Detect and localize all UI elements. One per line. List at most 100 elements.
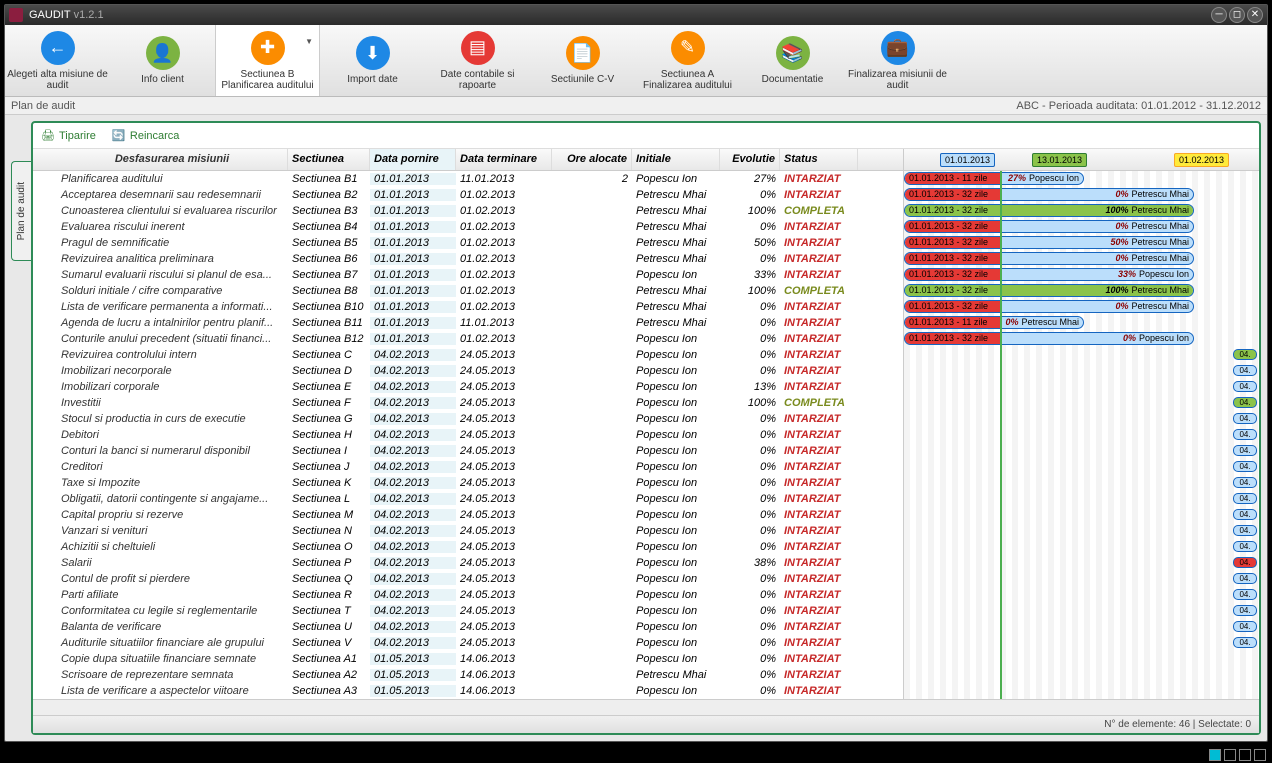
table-row[interactable]: InvestitiiSectiunea F04.02.201324.05.201… <box>33 395 903 411</box>
table-row[interactable]: Stocul si productia in curs de executieS… <box>33 411 903 427</box>
table-row[interactable]: Cunoasterea clientului si evaluarea risc… <box>33 203 903 219</box>
col-ore[interactable]: Ore alocate <box>552 149 632 170</box>
gantt-mini-bar[interactable]: 04. <box>1233 573 1257 584</box>
table-row[interactable]: Contul de profit si pierdereSectiunea Q0… <box>33 571 903 587</box>
gantt-bar[interactable]: 01.01.2013 - 32 zile100%Petrescu Mhai <box>904 204 1194 217</box>
toolbar-date-contabile[interactable]: ▤Date contabile si rapoarte <box>425 25 530 96</box>
reload-button[interactable]: 🔄 Reincarca <box>112 129 180 143</box>
col-evo[interactable]: Evolutie <box>720 149 780 170</box>
close-button[interactable]: ✕ <box>1247 7 1263 23</box>
toolbar-documentatie[interactable]: 📚Documentatie <box>740 25 845 96</box>
col-d2[interactable]: Data terminare <box>456 149 552 170</box>
row-name: Stocul si productia in curs de executie <box>33 413 288 425</box>
maximize-button[interactable]: ◻ <box>1229 7 1245 23</box>
table-row[interactable]: Copie dupa situatiile financiare semnate… <box>33 651 903 667</box>
table-row[interactable]: Capital propriu si rezerveSectiunea M04.… <box>33 507 903 523</box>
toolbar-info-client[interactable]: 👤Info client <box>110 25 215 96</box>
gantt-body[interactable]: 01.01.2013 - 11 zile27%Popescu Ion 01.01.… <box>904 171 1259 699</box>
gantt-bar[interactable]: 01.01.2013 - 32 zile0%Popescu Ion <box>904 332 1194 345</box>
gantt-row: 04. <box>904 507 1259 523</box>
gantt-mini-bar[interactable]: 04. <box>1233 525 1257 536</box>
row-name: Lista de verificare a aspectelor viitoar… <box>33 685 288 697</box>
minimize-button[interactable]: ─ <box>1211 7 1227 23</box>
row-section: Sectiunea V <box>288 637 370 649</box>
table-row[interactable]: Conturile anului precedent (situatii fin… <box>33 331 903 347</box>
table-row[interactable]: Sumarul evaluarii riscului si planul de … <box>33 267 903 283</box>
toolbar-sectiunile-cv[interactable]: 📄Sectiunile C-V <box>530 25 635 96</box>
table-row[interactable]: Auditurile situatiilor financiare ale gr… <box>33 635 903 651</box>
table-row[interactable]: Revizuirea controlului internSectiunea C… <box>33 347 903 363</box>
toolbar-sectiunea-b[interactable]: ✚Sectiunea B Planificarea auditului▼ <box>215 25 320 96</box>
gantt-mini-bar[interactable]: 04. <box>1233 365 1257 376</box>
table-row[interactable]: Lista de verificare permanenta a informa… <box>33 299 903 315</box>
col-stat[interactable]: Status <box>780 149 858 170</box>
gantt-row: 04. <box>904 475 1259 491</box>
table-row[interactable]: Imobilizari necorporaleSectiunea D04.02.… <box>33 363 903 379</box>
gantt-mini-bar[interactable]: 04. <box>1233 461 1257 472</box>
table-row[interactable]: Conformitatea cu legile si reglementaril… <box>33 603 903 619</box>
gantt-bar[interactable]: 01.01.2013 - 11 zile0%Petrescu Mhai <box>904 316 1084 329</box>
gantt-mini-bar[interactable]: 04. <box>1233 509 1257 520</box>
table-row[interactable]: Obligatii, datorii contingente si angaja… <box>33 491 903 507</box>
toolbar-import-date[interactable]: ⬇Import date <box>320 25 425 96</box>
gantt-mini-bar[interactable]: 04. <box>1233 413 1257 424</box>
col-sec[interactable]: Sectiunea <box>288 149 370 170</box>
gantt-mini-bar[interactable]: 04. <box>1233 605 1257 616</box>
row-end: 24.05.2013 <box>456 381 552 393</box>
table-row[interactable]: Pragul de semnificatieSectiunea B501.01.… <box>33 235 903 251</box>
gantt-mini-bar[interactable]: 04. <box>1233 477 1257 488</box>
table-row[interactable]: Conturi la banci si numerarul disponibil… <box>33 443 903 459</box>
gantt-row: 04. <box>904 571 1259 587</box>
gantt-mini-bar[interactable]: 04. <box>1233 637 1257 648</box>
gantt-mini-bar[interactable]: 04. <box>1233 557 1257 568</box>
toolbar-alta-misiune[interactable]: ←Alegeti alta misiune de audit <box>5 25 110 96</box>
table-row[interactable]: Acceptarea desemnarii sau redesemnariiSe… <box>33 187 903 203</box>
gantt-mini-bar[interactable]: 04. <box>1233 493 1257 504</box>
side-tab[interactable]: Plan de audit <box>11 161 31 261</box>
table-row[interactable]: Planificarea audituluiSectiunea B101.01.… <box>33 171 903 187</box>
gantt-mini-bar[interactable]: 04. <box>1233 621 1257 632</box>
row-section: Sectiunea O <box>288 541 370 553</box>
table-row[interactable]: Lista de verificare a aspectelor viitoar… <box>33 683 903 699</box>
gantt-bar[interactable]: 01.01.2013 - 32 zile0%Petrescu Mhai <box>904 188 1194 201</box>
col-d1[interactable]: Data pornire <box>370 149 456 170</box>
print-button[interactable]: 🖨 Tiparire <box>41 129 96 143</box>
gantt-mini-bar[interactable]: 04. <box>1233 429 1257 440</box>
gantt-bar[interactable]: 01.01.2013 - 32 zile50%Petrescu Mhai <box>904 236 1194 249</box>
table-row[interactable]: Taxe si ImpoziteSectiunea K04.02.201324.… <box>33 475 903 491</box>
table-row[interactable]: CreditoriSectiunea J04.02.201324.05.2013… <box>33 459 903 475</box>
row-status: INTARZIAT <box>780 605 858 617</box>
table-row[interactable]: Balanta de verificareSectiunea U04.02.20… <box>33 619 903 635</box>
gantt-mini-bar[interactable]: 04. <box>1233 541 1257 552</box>
toolbar-sectiunea-a[interactable]: ✎Sectiunea A Finalizarea auditului <box>635 25 740 96</box>
col-name[interactable]: Desfasurarea misiunii <box>33 149 288 170</box>
gantt-mini-bar[interactable]: 04. <box>1233 349 1257 360</box>
horizontal-scrollbar[interactable] <box>33 699 1259 715</box>
gantt-bar-who: Popescu Ion <box>1139 333 1189 343</box>
col-init[interactable]: Initiale <box>632 149 720 170</box>
table-row[interactable]: DebitoriSectiunea H04.02.201324.05.2013P… <box>33 427 903 443</box>
table-row[interactable]: Scrisoare de reprezentare semnataSectiun… <box>33 667 903 683</box>
gantt-bar[interactable]: 01.01.2013 - 11 zile27%Popescu Ion <box>904 172 1084 185</box>
gantt-bar[interactable]: 01.01.2013 - 32 zile0%Petrescu Mhai <box>904 220 1194 233</box>
table-row[interactable]: Evaluarea riscului inerentSectiunea B401… <box>33 219 903 235</box>
gantt-bar[interactable]: 01.01.2013 - 32 zile0%Petrescu Mhai <box>904 252 1194 265</box>
gantt-bar[interactable]: 01.01.2013 - 32 zile100%Petrescu Mhai <box>904 284 1194 297</box>
table-row[interactable]: Imobilizari corporaleSectiunea E04.02.20… <box>33 379 903 395</box>
gantt-mini-bar[interactable]: 04. <box>1233 445 1257 456</box>
table-row[interactable]: Vanzari si venituriSectiunea N04.02.2013… <box>33 523 903 539</box>
row-initials: Petrescu Mhai <box>632 237 720 249</box>
table-row[interactable]: Achizitii si cheltuieliSectiunea O04.02.… <box>33 539 903 555</box>
toolbar-finalizarea[interactable]: 💼Finalizarea misiunii de audit <box>845 25 950 96</box>
table-row[interactable]: SalariiSectiunea P04.02.201324.05.2013Po… <box>33 555 903 571</box>
gantt-bar[interactable]: 01.01.2013 - 32 zile33%Popescu Ion <box>904 268 1194 281</box>
table-row[interactable]: Solduri initiale / cifre comparativeSect… <box>33 283 903 299</box>
table-row[interactable]: Agenda de lucru a intalnirilor pentru pl… <box>33 315 903 331</box>
gantt-mini-bar[interactable]: 04. <box>1233 381 1257 392</box>
gantt-mini-bar[interactable]: 04. <box>1233 397 1257 408</box>
row-start: 01.05.2013 <box>370 669 456 681</box>
gantt-mini-bar[interactable]: 04. <box>1233 589 1257 600</box>
gantt-bar[interactable]: 01.01.2013 - 32 zile0%Petrescu Mhai <box>904 300 1194 313</box>
table-row[interactable]: Parti afiliateSectiunea R04.02.201324.05… <box>33 587 903 603</box>
table-row[interactable]: Revizuirea analitica preliminaraSectiune… <box>33 251 903 267</box>
